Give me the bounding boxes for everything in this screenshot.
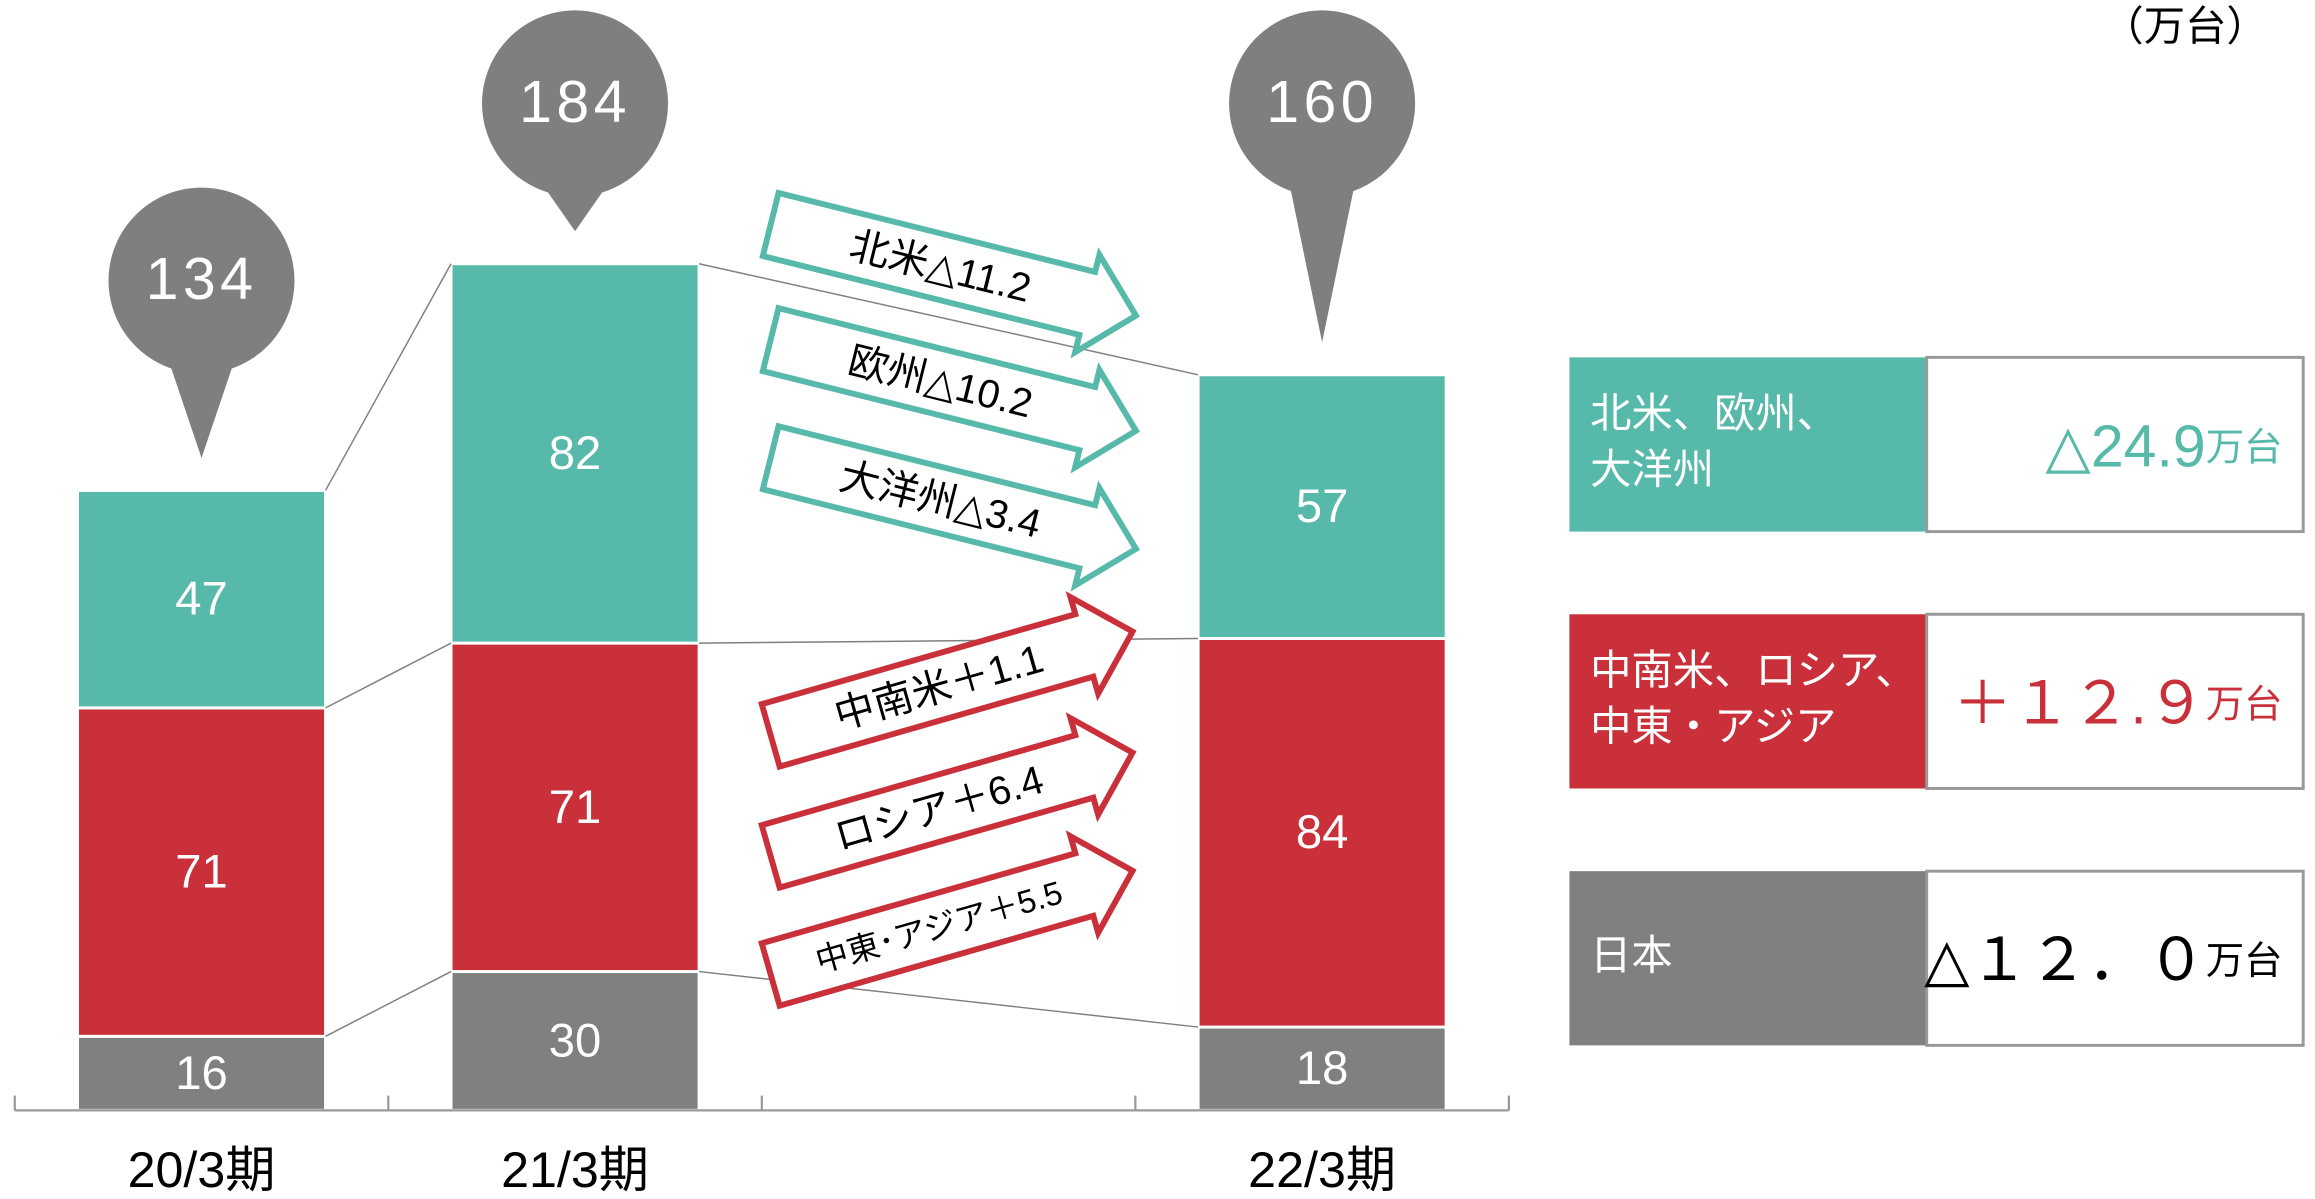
arrow-shape (759, 189, 1141, 359)
summary-change: ＋１２.９万台 (1953, 670, 2282, 736)
summary-value-box (1925, 869, 2305, 1047)
connector (698, 263, 1199, 376)
bar-segment (76, 488, 328, 710)
unit-label: （万台） (2102, 4, 2267, 50)
value-label: 71 (175, 846, 228, 899)
bar-segment (449, 262, 701, 645)
total-pin (1229, 10, 1416, 197)
arrow-shape (759, 304, 1141, 474)
summary-name: 北米、欧州、大洋州 (1590, 390, 1838, 492)
bar-segment (449, 970, 701, 1112)
bar-segment (76, 706, 328, 1038)
bar-segment (1196, 373, 1448, 640)
connector (325, 642, 452, 709)
bar-segment (449, 641, 701, 974)
total-label: 134 (146, 246, 258, 312)
total-label: 160 (1266, 69, 1378, 135)
bar-segment (76, 1034, 328, 1112)
x-tick-label: 22/3期 (1248, 1142, 1396, 1198)
summary-color-box (1569, 871, 1927, 1046)
summary-name: 中南米、ロシア、中東・アジア (1590, 647, 1917, 749)
total-pin (108, 187, 295, 374)
summary-change-unit: 万台 (2206, 683, 2283, 726)
summary-change-unit: 万台 (2206, 427, 2283, 470)
value-label: 16 (175, 1047, 228, 1100)
arrow-shape (758, 591, 1137, 771)
value-label: 71 (549, 781, 602, 834)
value-label: 47 (175, 573, 228, 626)
change-arrow: ロシア＋6.4 (758, 712, 1137, 892)
summary-color-box (1569, 357, 1927, 532)
value-label: 82 (549, 427, 602, 480)
total-pin (542, 184, 608, 232)
summary-change-value: △24.9 (2045, 413, 2205, 479)
arrow-shape (759, 422, 1141, 592)
total-pin (1289, 184, 1355, 343)
total-label: 184 (519, 69, 631, 135)
summary-name: 日本 (1590, 932, 1673, 978)
summary-change: △24.9万台 (2045, 413, 2282, 479)
arrow-shape (758, 712, 1137, 892)
x-tick-label: 21/3期 (501, 1142, 649, 1198)
x-tick-label: 20/3期 (128, 1142, 276, 1198)
summary-value-box (1925, 612, 2305, 790)
summary-value-box (1925, 355, 2305, 534)
arrow-shape (758, 830, 1137, 1010)
value-label: 84 (1296, 806, 1349, 859)
summary-change-unit: 万台 (2206, 940, 2283, 983)
bar-segment (1196, 637, 1448, 1029)
connector (324, 263, 452, 491)
summary-color-box (1569, 614, 1927, 789)
value-label: 18 (1296, 1042, 1349, 1095)
value-label: 30 (549, 1014, 602, 1067)
total-pin (169, 361, 235, 458)
summary-change-value: ＋１２.９ (1953, 670, 2206, 736)
connector (325, 970, 452, 1037)
total-pin (482, 10, 669, 197)
summary-change-value: △１２．０ (1924, 927, 2206, 993)
summary-change: △１２．０万台 (1924, 927, 2282, 993)
value-label: 57 (1296, 480, 1349, 533)
